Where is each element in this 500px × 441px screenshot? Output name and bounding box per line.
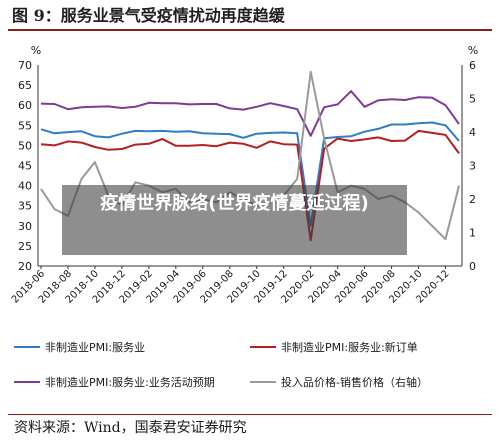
legend-item-2: 非制造业PMI:服务业:新订单 [250, 339, 418, 355]
title-divider [8, 29, 492, 31]
series-line-1 [40, 121, 460, 227]
legend-item-4: 投入品价格-销售价格（右轴） [250, 374, 428, 390]
y-tick-label-left: 50 [18, 139, 32, 152]
y-axis-right-unit: % [468, 44, 478, 57]
source-note: 资料来源：Wind，国泰君安证券研究 [14, 420, 247, 436]
y-tick-label-right: 0 [469, 260, 476, 273]
y-tick-label-right: 4 [469, 126, 476, 139]
y-tick-label-right: 3 [469, 160, 476, 173]
y-tick-label-left: 35 [18, 200, 32, 213]
y-axis-left-unit: % [31, 44, 41, 57]
y-tick-label-left: 30 [18, 220, 32, 233]
y-tick-label-left: 70 [18, 59, 32, 72]
legend-swatch [250, 381, 276, 383]
legend-swatch [250, 346, 276, 348]
series-line-2 [40, 129, 460, 242]
y-tick-label-right: 2 [469, 193, 476, 206]
y-tick-label-left: 60 [18, 99, 32, 112]
y-tick-label-right: 6 [469, 59, 476, 72]
legend-label: 非制造业PMI:服务业:新订单 [281, 341, 418, 354]
legend-item-3: 非制造业PMI:服务业:业务活动预期 [14, 374, 215, 390]
y-tick-label-left: 65 [18, 79, 32, 92]
y-tick-label-left: 45 [18, 160, 32, 173]
legend-label: 非制造业PMI:服务业 [45, 341, 146, 354]
legend-label: 投入品价格-销售价格（右轴） [281, 376, 428, 389]
legend-swatch [14, 346, 40, 348]
series-line-3 [40, 90, 460, 137]
source-divider [8, 414, 492, 415]
y-tick-label-right: 5 [469, 93, 476, 106]
y-tick-label-left: 25 [18, 240, 32, 253]
watermark-overlay: 疫情世界脉络(世界疫情蔓延过程) [62, 185, 407, 255]
y-tick-label-left: 20 [18, 260, 32, 273]
y-tick-label-left: 40 [18, 180, 32, 193]
legend-item-1: 非制造业PMI:服务业 [14, 339, 145, 355]
legend-label: 非制造业PMI:服务业:业务活动预期 [45, 376, 215, 389]
y-tick-label-left: 55 [18, 119, 32, 132]
figure-title: 图 9：服务业景气受疫情扰动再度趋缓 [12, 6, 285, 25]
y-tick-label-right: 1 [469, 227, 476, 240]
legend-swatch [14, 381, 40, 383]
